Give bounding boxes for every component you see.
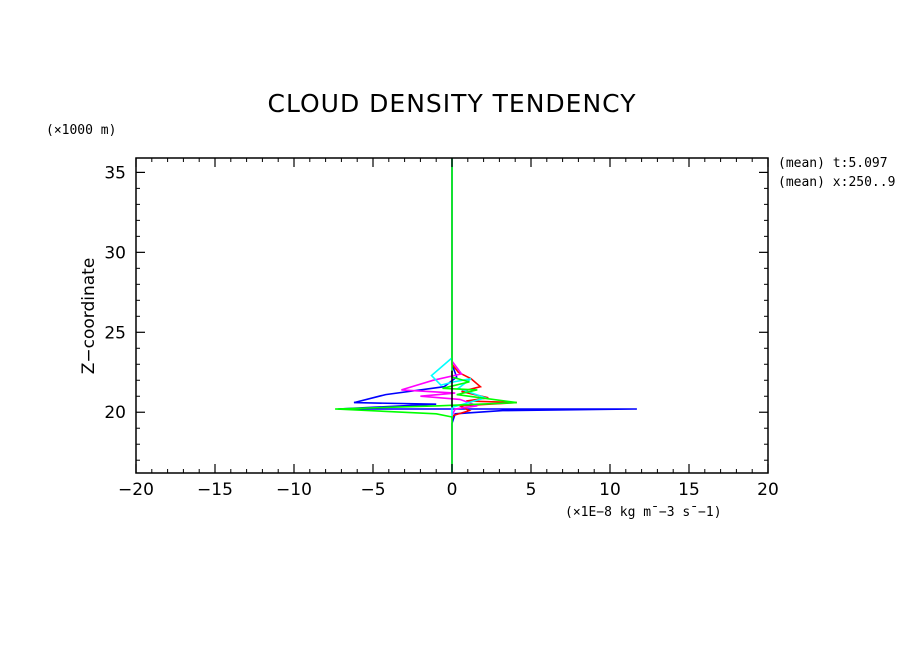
- series-line-0: [338, 158, 637, 473]
- series-line-4: [335, 158, 517, 473]
- mean-x-annotation: (mean) x:250..9: [778, 175, 895, 190]
- plot-lines: [335, 158, 637, 473]
- x-tick-label: −10: [276, 480, 312, 500]
- x-tick-label: −20: [118, 480, 154, 500]
- axis-tick-labels: −20 −15 −10 −5 0 5 10 15 20 20 25 30 35: [104, 163, 778, 500]
- y-tick-label: 25: [104, 323, 126, 343]
- y-unit-label: (×1000 m): [46, 123, 116, 138]
- series-line-2: [401, 360, 478, 416]
- x-tick-label: 20: [757, 480, 779, 500]
- y-tick-label: 30: [104, 243, 126, 263]
- chart-title: CLOUD DENSITY TENDENCY: [268, 89, 637, 118]
- y-axis-label: Z−coordinate: [79, 258, 99, 375]
- x-tick-label: 5: [526, 480, 537, 500]
- x-tick-label: −15: [197, 480, 233, 500]
- y-tick-label: 20: [104, 403, 126, 423]
- x-tick-label: −5: [360, 480, 385, 500]
- mean-time-annotation: (mean) t:5.097: [778, 156, 888, 171]
- y-tick-label: 35: [104, 163, 126, 183]
- axis-ticks: [135, 158, 769, 473]
- x-tick-label: 10: [599, 480, 621, 500]
- x-tick-label: 15: [678, 480, 700, 500]
- x-axis-label: (×1E−8 kg m¯−3 s¯−1): [565, 505, 722, 520]
- x-tick-label: 0: [447, 480, 458, 500]
